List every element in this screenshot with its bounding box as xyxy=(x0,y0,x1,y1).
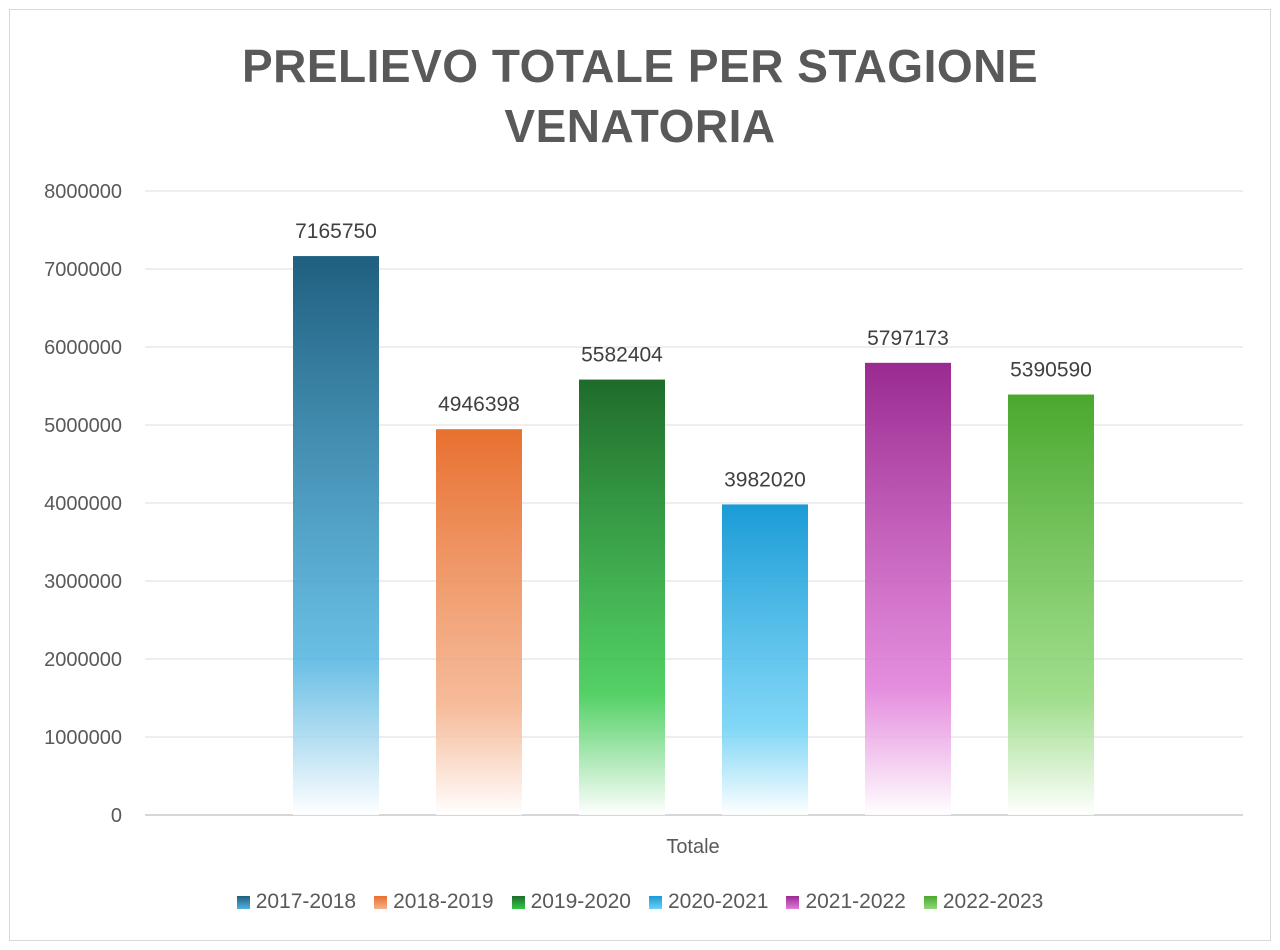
legend-swatch xyxy=(511,895,525,909)
y-tick-label: 1000000 xyxy=(44,727,122,749)
legend-label: 2020-2021 xyxy=(668,890,769,913)
legend-swatch xyxy=(236,895,250,909)
data-label-2017-2018: 7165750 xyxy=(295,220,377,243)
y-tick-label: 6000000 xyxy=(44,337,122,359)
legend-swatch xyxy=(649,895,662,909)
legend-item-2020-2021: 2020-2021 xyxy=(649,890,768,914)
y-tick-label: 4000000 xyxy=(44,493,122,515)
bar-2017-2018 xyxy=(293,256,379,815)
y-tick-label: 5000000 xyxy=(44,415,122,437)
legend-label: 2022-2023 xyxy=(942,890,1044,913)
chart-title-line-1: PRELIEVO TOTALE PER STAGIONE xyxy=(241,40,1039,92)
legend-swatch xyxy=(786,895,800,909)
bar-2021-2022 xyxy=(865,362,951,815)
x-category-label: Totale xyxy=(666,836,719,858)
data-label-2021-2022: 5797173 xyxy=(867,327,949,350)
legend-label: 2018-2019 xyxy=(393,890,494,913)
legend-label: 2017-2018 xyxy=(255,890,357,913)
legend-swatch xyxy=(923,895,937,909)
bar-2020-2021 xyxy=(722,504,808,815)
data-label-2020-2021: 3982020 xyxy=(724,468,806,491)
y-tick-label: 2000000 xyxy=(44,649,122,671)
chart-title-line-2: VENATORIA xyxy=(504,100,776,152)
legend-item-2018-2019: 2018-2019 xyxy=(374,890,494,914)
legend-item-2017-2018: 2017-2018 xyxy=(236,890,357,914)
y-tick-label: 3000000 xyxy=(44,571,122,593)
bar-2018-2019 xyxy=(436,429,522,815)
chart-title: PRELIEVO TOTALE PER STAGIONE VENATORIA xyxy=(0,36,1280,156)
legend-label: 2019-2020 xyxy=(530,890,631,913)
data-label-2022-2023: 5390590 xyxy=(1010,359,1092,382)
data-label-2018-2019: 4946398 xyxy=(438,393,520,416)
data-label-2019-2020: 5582404 xyxy=(581,344,663,367)
y-tick-label: 8000000 xyxy=(44,181,122,203)
legend-swatch xyxy=(374,895,388,909)
legend-label: 2021-2022 xyxy=(805,890,906,913)
chart-legend: 2017-2018 2018-2019 2019-2020 2020-2021 2021… xyxy=(0,890,1280,914)
legend-item-2022-2023: 2022-2023 xyxy=(923,890,1044,914)
bar-2019-2020 xyxy=(579,379,665,815)
y-tick-label: 0 xyxy=(111,805,122,827)
y-tick-label: 7000000 xyxy=(44,259,122,281)
bar-2022-2023 xyxy=(1008,394,1094,815)
legend-item-2019-2020: 2019-2020 xyxy=(511,890,631,914)
legend-item-2021-2022: 2021-2022 xyxy=(786,890,906,914)
